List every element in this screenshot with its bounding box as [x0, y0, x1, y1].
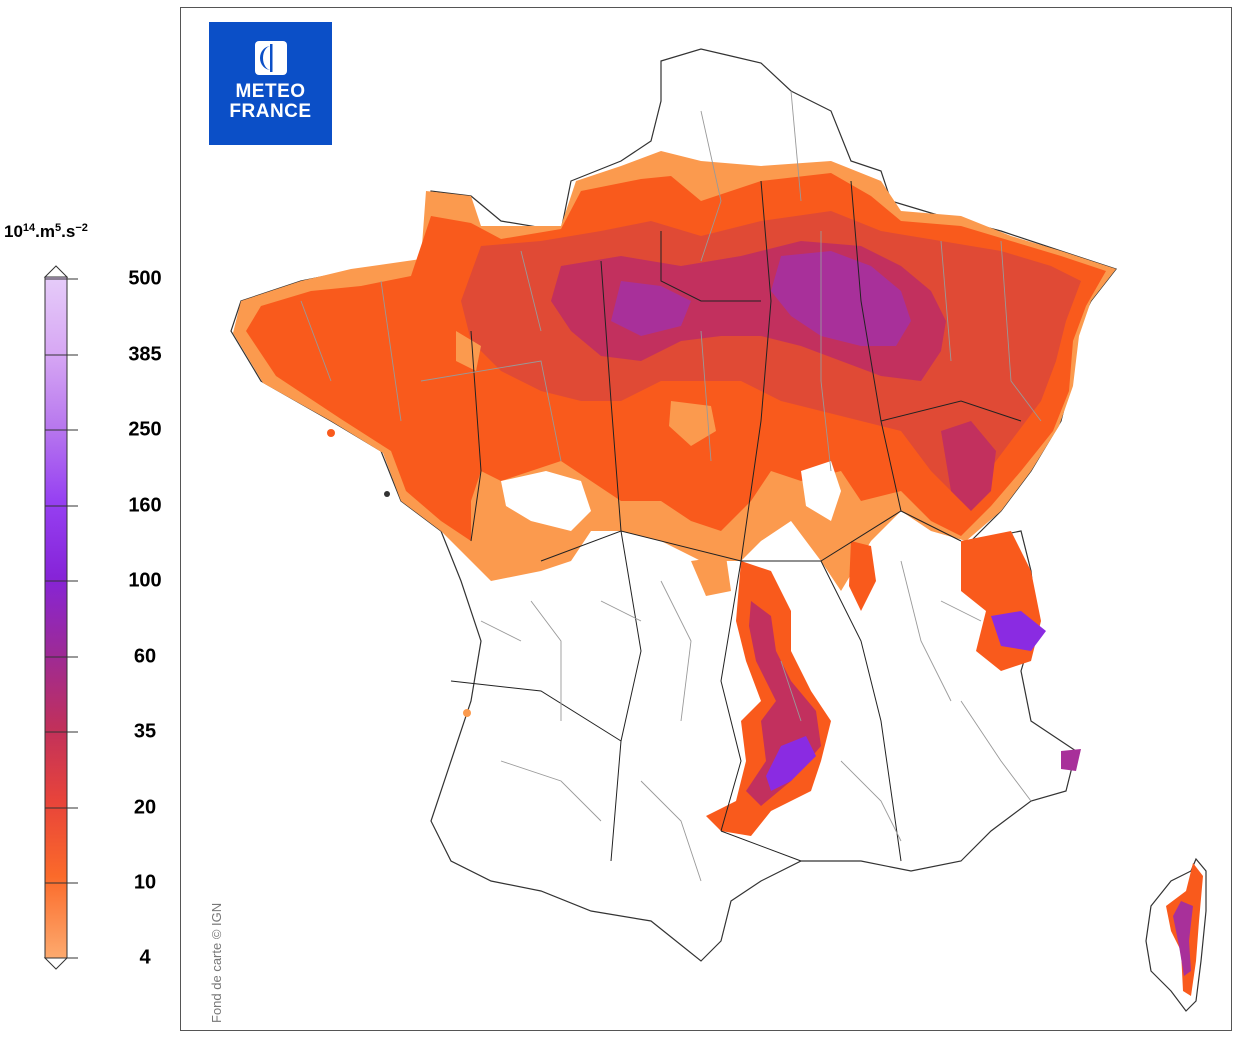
- island-marker: [327, 429, 335, 437]
- colorbar-tick-label: 500: [128, 267, 162, 290]
- colorbar: 500 385 250 160 100 60 35 20 10 4: [40, 260, 162, 975]
- cape-zone-60-100: [611, 281, 691, 336]
- colorbar-graphic: [43, 265, 78, 970]
- cape-zone-100-160: [766, 736, 816, 791]
- logo-text-line1: METEO: [235, 81, 306, 102]
- colorbar-ticks: [45, 278, 78, 959]
- cape-gap: [501, 471, 591, 531]
- legend-unit: 1014.m5.s−2: [4, 222, 88, 241]
- colorbar-tick-label: 20: [133, 796, 157, 819]
- colorbar-tick-label: 160: [128, 494, 162, 517]
- department-boundaries: [300, 90, 1042, 882]
- colorbar-bottom-arrow: [43, 957, 69, 970]
- cape-zone-4-10: [691, 556, 731, 596]
- colorbar-tick-label: 10: [133, 871, 157, 894]
- logo-text-line2: FRANCE: [229, 101, 312, 122]
- map-frame: METEO FRANCE Fond de carte © IGN: [180, 7, 1232, 1031]
- colorbar-tick-label: 385: [128, 343, 162, 366]
- cape-zone-10-20: [849, 541, 876, 611]
- cape-zone-35-60: [941, 421, 996, 511]
- region-boundaries: [450, 180, 1022, 862]
- meteo-france-emblem-icon: [254, 41, 287, 75]
- colorbar-bar: [44, 276, 68, 959]
- island-marker: [463, 709, 471, 717]
- cape-zone-60-100: [1173, 901, 1193, 976]
- cape-gap: [801, 461, 841, 521]
- cape-zone-100-160: [991, 611, 1046, 651]
- cape-zone-60-100: [771, 251, 911, 346]
- cape-zone-60-100: [1061, 749, 1081, 771]
- cape-gap: [456, 331, 481, 371]
- colorbar-tick-label: 60: [133, 645, 157, 668]
- colorbar-tick-label: 4: [139, 946, 151, 969]
- colorbar-tick-label: 100: [128, 569, 162, 592]
- france-map: [230, 48, 1207, 1012]
- map-credit: Fond de carte © IGN: [209, 902, 224, 1023]
- colorbar-top-arrow: [43, 265, 69, 278]
- meteo-france-logo: METEO FRANCE: [209, 22, 332, 145]
- colorbar-tick-label: 35: [133, 720, 157, 743]
- cape-gap: [669, 401, 716, 446]
- island-marker: [384, 491, 390, 497]
- colorbar-tick-label: 250: [128, 418, 162, 441]
